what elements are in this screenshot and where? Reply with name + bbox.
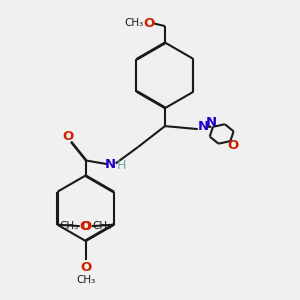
Text: O: O (81, 220, 92, 232)
Text: O: O (80, 261, 92, 274)
Text: CH₃: CH₃ (124, 18, 143, 28)
Text: O: O (80, 220, 91, 232)
Text: CH₃: CH₃ (60, 221, 79, 231)
Text: H: H (116, 159, 126, 172)
Text: N: N (198, 120, 209, 133)
Text: CH₃: CH₃ (92, 221, 112, 231)
Text: O: O (63, 130, 74, 143)
Text: N: N (105, 158, 116, 171)
Text: CH₃: CH₃ (76, 275, 95, 285)
Text: N: N (206, 116, 217, 129)
Text: O: O (227, 139, 238, 152)
Text: O: O (143, 16, 154, 30)
